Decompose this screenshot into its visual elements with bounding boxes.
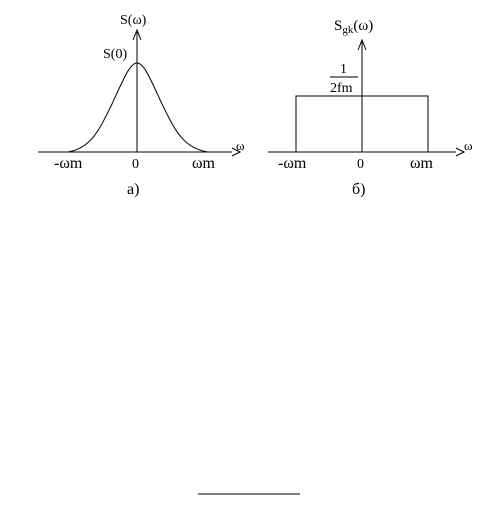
panel-a-tick-left: -ωm — [54, 155, 83, 172]
panel-a-x-symbol: ω — [236, 138, 245, 153]
panel-b-y-label: Sgk(ω) — [334, 18, 373, 36]
panel-b-y-label-main: S — [334, 18, 342, 34]
panel-a-y-arrow — [132, 28, 142, 41]
panel-a: S(ω) S(0) ω -ωm 0 ωm а) — [38, 13, 245, 198]
panel-a-caption: а) — [127, 181, 139, 198]
panel-b: Sgk(ω) 1 2fm ω -ωm 0 ωm б) — [268, 18, 473, 198]
panel-b-x-arrow — [455, 147, 466, 157]
panel-b-y-label-sub: gk — [342, 24, 354, 36]
panel-b-level-numerator: 1 — [340, 62, 347, 77]
panel-b-tick-center: 0 — [357, 157, 364, 172]
panel-a-tick-right: ωm — [192, 155, 216, 172]
panel-a-tick-center: 0 — [132, 157, 139, 172]
panel-a-x-arrow — [231, 147, 242, 157]
panel-b-caption: б) — [352, 181, 365, 198]
panel-b-level-denominator: 2fm — [330, 81, 353, 96]
panel-a-y-label: S(ω) — [120, 13, 147, 28]
panel-a-spectrum-curve — [67, 62, 209, 153]
panel-b-y-arrow — [357, 38, 367, 51]
panel-b-y-label-arg: (ω) — [353, 18, 373, 34]
panel-b-tick-left: -ωm — [278, 155, 307, 172]
panel-a-peak-label: S(0) — [103, 47, 127, 62]
panel-b-tick-right: ωm — [410, 155, 434, 172]
panel-b-x-symbol: ω — [464, 138, 473, 153]
panel-b-spectrum-rect — [295, 95, 429, 152]
